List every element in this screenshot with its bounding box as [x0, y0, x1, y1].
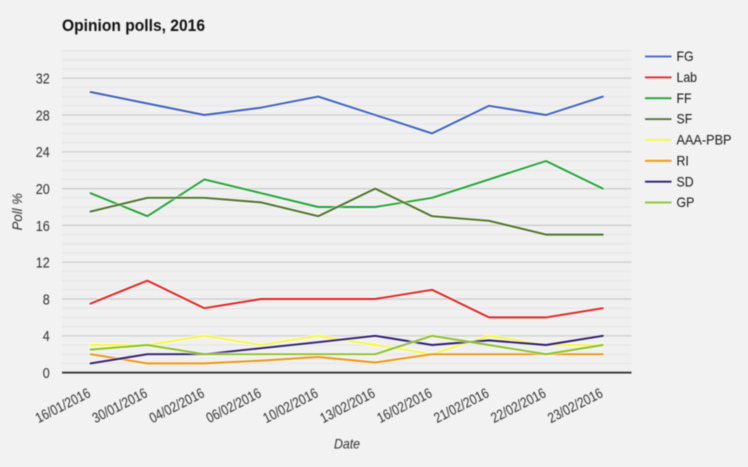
svg-text:20: 20: [36, 182, 50, 198]
svg-text:32: 32: [36, 72, 50, 88]
svg-text:AAA-PBP: AAA-PBP: [677, 132, 732, 148]
svg-text:Poll %: Poll %: [9, 193, 25, 230]
svg-text:24: 24: [36, 145, 50, 161]
svg-text:Date: Date: [334, 436, 360, 452]
svg-text:Opinion polls, 2016: Opinion polls, 2016: [62, 16, 205, 35]
svg-text:FF: FF: [677, 90, 692, 106]
svg-text:SF: SF: [677, 111, 693, 127]
svg-text:Lab: Lab: [677, 69, 698, 85]
svg-text:0: 0: [43, 366, 50, 382]
svg-text:4: 4: [43, 329, 50, 345]
svg-text:FG: FG: [677, 48, 694, 64]
svg-text:28: 28: [36, 108, 50, 124]
svg-text:12: 12: [36, 256, 50, 272]
svg-text:GP: GP: [677, 194, 695, 210]
svg-text:RI: RI: [677, 152, 689, 168]
svg-text:16: 16: [36, 219, 50, 235]
svg-text:8: 8: [43, 292, 50, 308]
svg-text:SD: SD: [677, 173, 694, 189]
